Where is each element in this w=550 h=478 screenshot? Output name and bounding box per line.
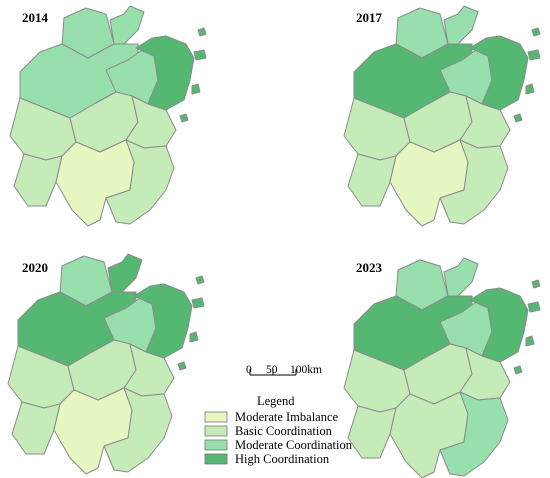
island-3 (525, 83, 535, 95)
island-2 (531, 279, 541, 289)
legend-item-high-coordination: High Coordination (204, 452, 330, 466)
region-11-basic-coordination (439, 139, 509, 225)
region-2-moderate-coordination (443, 5, 479, 45)
scale-tick-50: 50 (266, 364, 278, 376)
region-11-basic-coordination (103, 387, 173, 473)
island-1 (527, 301, 541, 313)
legend-item-moderate-coordination: Moderate Coordination (204, 438, 353, 452)
legend-title: Legend (257, 394, 295, 408)
year-label-2023: 2023 (356, 260, 383, 275)
legend-swatch-moderate-imbalance (204, 411, 228, 423)
region-11-basic-coordination (105, 139, 175, 225)
region-9-basic-coordination (13, 153, 63, 207)
island-2 (195, 275, 205, 285)
year-label-2017: 2017 (356, 10, 383, 25)
island-2 (531, 27, 541, 37)
legend-label-moderate-imbalance: Moderate Imbalance (235, 410, 339, 424)
region-2-moderate-coordination (443, 257, 479, 297)
year-label-2014: 2014 (22, 10, 49, 25)
region-5-high-coordination (135, 35, 195, 111)
region-9-basic-coordination (347, 405, 397, 459)
island-4 (513, 365, 523, 375)
island-4 (177, 361, 187, 371)
region-5-high-coordination (469, 35, 529, 111)
island-1 (527, 49, 541, 61)
island-3 (525, 335, 535, 347)
island-1 (193, 49, 207, 61)
island-3 (191, 83, 201, 95)
legend-label-high-coordination: High Coordination (235, 452, 330, 466)
scale-tick-100km: 100km (290, 364, 322, 376)
island-1 (191, 297, 205, 309)
scale-bar: 0 50 100km (246, 364, 322, 376)
region-11-moderate-coordination (439, 391, 509, 477)
region-5-high-coordination (133, 283, 193, 359)
map-panel-2017 (343, 5, 541, 227)
region-2-moderate-coordination (109, 5, 145, 45)
scale-tick-0: 0 (246, 364, 252, 376)
island-4 (179, 113, 189, 123)
year-label-2020: 2020 (22, 260, 48, 275)
legend-label-moderate-coordination: Moderate Coordination (235, 438, 353, 452)
island-4 (513, 113, 523, 123)
legend-label-basic-coordination: Basic Coordination (235, 424, 333, 438)
island-3 (189, 331, 199, 343)
region-9-basic-coordination (347, 153, 397, 207)
region-9-basic-coordination (11, 401, 61, 455)
legend-swatch-high-coordination (204, 453, 228, 465)
region-5-high-coordination (469, 287, 529, 363)
map-panel-2023 (343, 257, 541, 478)
region-2-high-coordination (107, 253, 143, 293)
legend-item-moderate-imbalance: Moderate Imbalance (204, 410, 339, 424)
island-2 (197, 27, 207, 37)
legend-swatch-moderate-coordination (204, 439, 228, 451)
map-panel-2014 (9, 5, 207, 227)
map-legend: Legend Moderate Imbalance Basic Coordina… (204, 394, 353, 466)
map-panel-2020 (7, 253, 205, 475)
legend-swatch-basic-coordination (204, 425, 228, 437)
legend-item-basic-coordination: Basic Coordination (204, 424, 333, 438)
